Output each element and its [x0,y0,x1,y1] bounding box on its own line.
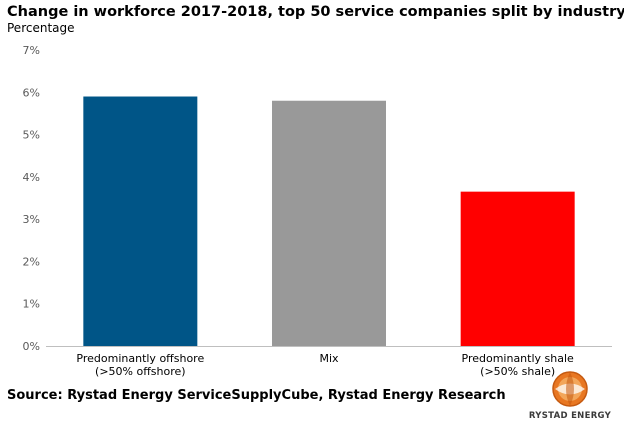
x-axis: Predominantly offshore (>50% offshore) Mix… [46,346,612,378]
y-tick-label: 0% [23,340,40,353]
bar [83,96,198,346]
y-tick-label: 1% [23,298,40,311]
chart-subtitle: Percentage [7,21,75,35]
y-axis: 0% 1% 2% 3% 4% 5% 6% 7% [23,44,40,353]
y-tick-label: 4% [23,171,40,184]
y-tick-label: 5% [23,129,40,142]
rystad-globe-icon [552,371,588,407]
bars-group [83,96,575,346]
y-tick-label: 7% [23,44,40,57]
brand-logo: RYSTAD ENERGY [524,370,616,422]
y-tick-label: 6% [23,86,40,99]
bar [460,191,575,346]
bar-chart: 0% 1% 2% 3% 4% 5% 6% 7% Predominantly offshore(… [23,44,612,378]
brand-name: RYSTAD ENERGY [528,411,612,421]
x-tick-label: Predominantly offshore (>50% offshore) [76,352,204,378]
source-note: Source: Rystad Energy ServiceSupplyCube,… [7,388,506,403]
y-tick-label: 2% [23,255,40,268]
y-tick-label: 3% [23,213,40,226]
x-tick-label: Predominantly shale (>50% shale) [462,352,575,378]
x-tick-label: Mix [319,352,339,365]
bar [272,100,386,346]
chart-title: Change in workforce 2017-2018, top 50 se… [7,4,624,20]
